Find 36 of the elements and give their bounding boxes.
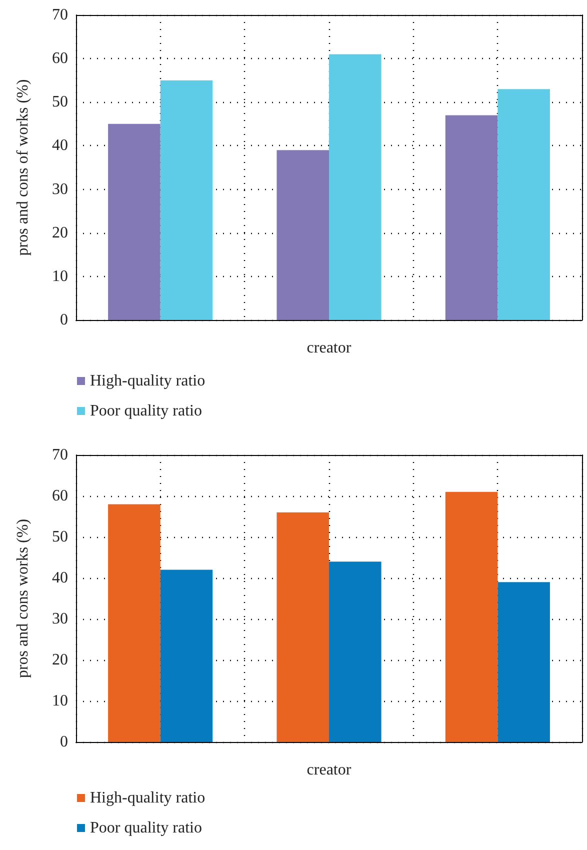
y-tick-label: 30: [52, 180, 68, 198]
bar: [276, 512, 329, 742]
bar: [329, 54, 382, 320]
y-axis-title: pros and cons of works (%): [14, 79, 32, 256]
legend-label: Poor quality ratio: [90, 820, 202, 836]
bar: [108, 124, 160, 320]
bar: [445, 492, 498, 742]
y-tick-label: 50: [52, 94, 68, 111]
y-tick-label: 60: [52, 488, 68, 504]
bar: [498, 582, 550, 742]
bar: [329, 562, 382, 742]
y-tick-label: 10: [52, 692, 68, 710]
x-axis-title: creator: [306, 762, 352, 778]
y-tick-label: 70: [52, 6, 68, 24]
bar: [445, 115, 498, 320]
y-axis-title: pros and cons works (%): [14, 518, 32, 678]
x-axis-title: creator: [306, 340, 352, 356]
bar: [108, 504, 160, 742]
bar: [498, 89, 550, 320]
legend-label: High-quality ratio: [90, 372, 206, 390]
y-tick-label: 0: [60, 734, 68, 750]
y-tick-label: 50: [52, 528, 68, 546]
y-tick-label: 40: [52, 570, 68, 586]
y-tick-label: 30: [52, 610, 68, 628]
y-tick-label: 20: [52, 652, 68, 668]
legend-label: High-quality ratio: [90, 790, 206, 806]
y-tick-label: 0: [60, 312, 68, 328]
legend-label: Poor quality ratio: [90, 402, 202, 420]
y-tick-label: 60: [52, 50, 68, 68]
bar: [276, 150, 329, 320]
y-tick-label: 70: [52, 446, 68, 464]
bar: [160, 570, 213, 742]
bar: [160, 80, 213, 320]
y-tick-label: 20: [52, 224, 68, 242]
y-tick-label: 40: [52, 137, 68, 154]
y-tick-label: 10: [52, 268, 68, 285]
